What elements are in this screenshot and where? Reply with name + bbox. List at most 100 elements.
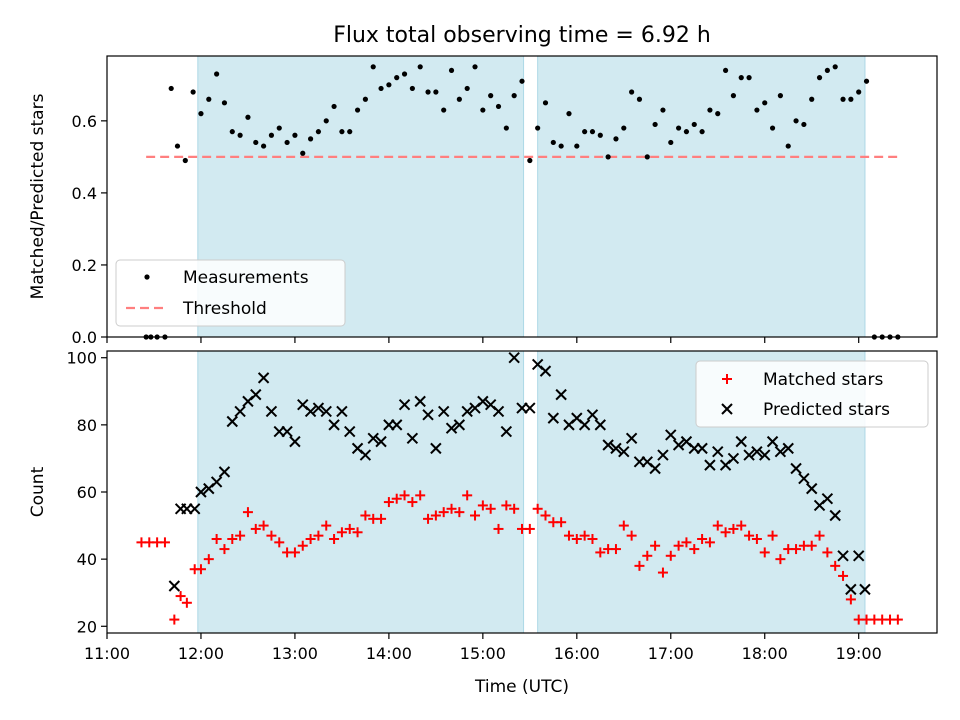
- matched-stars-point: [407, 497, 418, 508]
- predicted-stars-point: [422, 409, 434, 421]
- predicted-stars-point: [845, 583, 857, 596]
- matched-stars-point: [360, 510, 371, 521]
- measurement-point: [699, 129, 705, 135]
- matched-stars-point: [814, 530, 825, 541]
- measurement-point: [472, 64, 478, 70]
- cross-b: [289, 435, 301, 448]
- matched-stars-point: [321, 520, 332, 531]
- predicted-stars-point: [735, 435, 747, 448]
- cross-b: [336, 405, 348, 418]
- cross-b: [680, 435, 693, 448]
- predicted-stars-point: [696, 442, 708, 455]
- measurement-point: [370, 64, 376, 70]
- cross-b: [484, 399, 497, 411]
- predicted-stars-point: [727, 452, 740, 465]
- predicted-stars-point: [829, 509, 841, 522]
- predicted-stars-point: [210, 476, 223, 488]
- cross-b: [320, 405, 332, 418]
- matched-stars-point: [258, 520, 269, 531]
- measurement-point: [676, 125, 682, 131]
- predicted-stars-point: [500, 425, 513, 438]
- cross-b: [531, 358, 544, 371]
- matched-stars-point: [383, 497, 394, 508]
- measurement-point: [589, 129, 596, 135]
- predicted-stars-point: [602, 439, 614, 451]
- cross-b: [743, 449, 755, 461]
- cross-b: [586, 409, 599, 421]
- cross-b: [250, 388, 262, 401]
- predicted-stars-point: [774, 446, 787, 458]
- measurement-point: [221, 100, 228, 106]
- matched-stars-point: [493, 523, 504, 534]
- predicted-stars-point: [226, 415, 238, 428]
- matched-stars-point: [665, 550, 676, 561]
- predicted-stars-point: [547, 412, 560, 424]
- x-tick-label: 14:00: [366, 644, 412, 663]
- predicted-stars-point: [312, 402, 325, 414]
- cross-b: [766, 435, 779, 448]
- predicted-stars-point: [665, 429, 677, 441]
- cross-b: [234, 405, 246, 418]
- predicted-stars-point: [743, 449, 755, 461]
- matched-stars-point: [446, 503, 457, 514]
- cross-b: [578, 419, 591, 431]
- cross-b: [625, 432, 638, 444]
- legend-entry-measurements: Measurements: [183, 268, 309, 288]
- matched-stars-point: [556, 517, 567, 528]
- cross-b: [696, 442, 708, 455]
- predicted-stars-point: [837, 550, 849, 562]
- cross-b: [437, 405, 450, 418]
- matched-stars-point: [704, 537, 715, 548]
- predicted-stars-point: [790, 462, 802, 475]
- matched-stars-point: [438, 507, 449, 518]
- measurement-point: [307, 136, 314, 142]
- measurement-point: [863, 78, 870, 84]
- matched-stars-point: [610, 544, 621, 555]
- measurement-point: [214, 71, 220, 77]
- ratio-panel: 0.0 0.2 0.4 0.6 Matched/Predicted stars Measu…: [28, 55, 938, 347]
- y-tick-label: 0.4: [72, 184, 97, 203]
- matched-stars-point: [352, 527, 363, 538]
- axes-frame: [106, 55, 938, 338]
- measurement-point: [644, 154, 650, 160]
- cross-b: [367, 432, 379, 444]
- matched-stars-point: [532, 503, 543, 514]
- matched-stars-point: [540, 510, 551, 521]
- legend-entry-threshold: Threshold: [182, 299, 267, 319]
- measurement-point: [527, 157, 533, 164]
- cross-b: [445, 422, 458, 434]
- cross-b: [618, 446, 630, 458]
- matched-stars-point: [767, 530, 778, 541]
- measurement-point: [754, 107, 760, 113]
- cross-b: [168, 580, 181, 592]
- matched-stars-point: [462, 490, 473, 501]
- predicted-stars-point: [586, 409, 599, 421]
- predicted-stars-point: [594, 419, 607, 431]
- measurement-point: [182, 157, 188, 164]
- matched-stars-point: [415, 490, 426, 501]
- cross-b: [328, 419, 340, 431]
- x-tick-label: 12:00: [178, 644, 224, 663]
- matched-stars-point: [657, 567, 668, 578]
- matched-stars-point: [399, 490, 410, 501]
- matched-stars-point: [626, 530, 637, 541]
- cross-b: [547, 412, 560, 424]
- measurement-point: [566, 111, 572, 117]
- cross-b: [821, 493, 834, 505]
- predicted-stars-point: [821, 493, 834, 505]
- predicted-stars-point: [492, 405, 505, 418]
- y-axis-label: Matched/Predicted stars: [28, 93, 48, 299]
- cross-b: [641, 456, 653, 468]
- predicted-stars-point: [508, 352, 520, 364]
- measurement-point: [715, 111, 721, 117]
- cross-b: [188, 503, 201, 515]
- cross-b: [500, 425, 513, 438]
- predicted-stars-point: [375, 435, 387, 448]
- matched-stars-point: [485, 503, 496, 514]
- cross-b: [774, 446, 787, 458]
- predicted-stars-point: [406, 432, 419, 444]
- predicted-stars-point: [625, 432, 638, 444]
- predicted-stars-point: [328, 419, 340, 431]
- matched-stars-point: [650, 540, 661, 551]
- matched-stars-point: [751, 534, 762, 544]
